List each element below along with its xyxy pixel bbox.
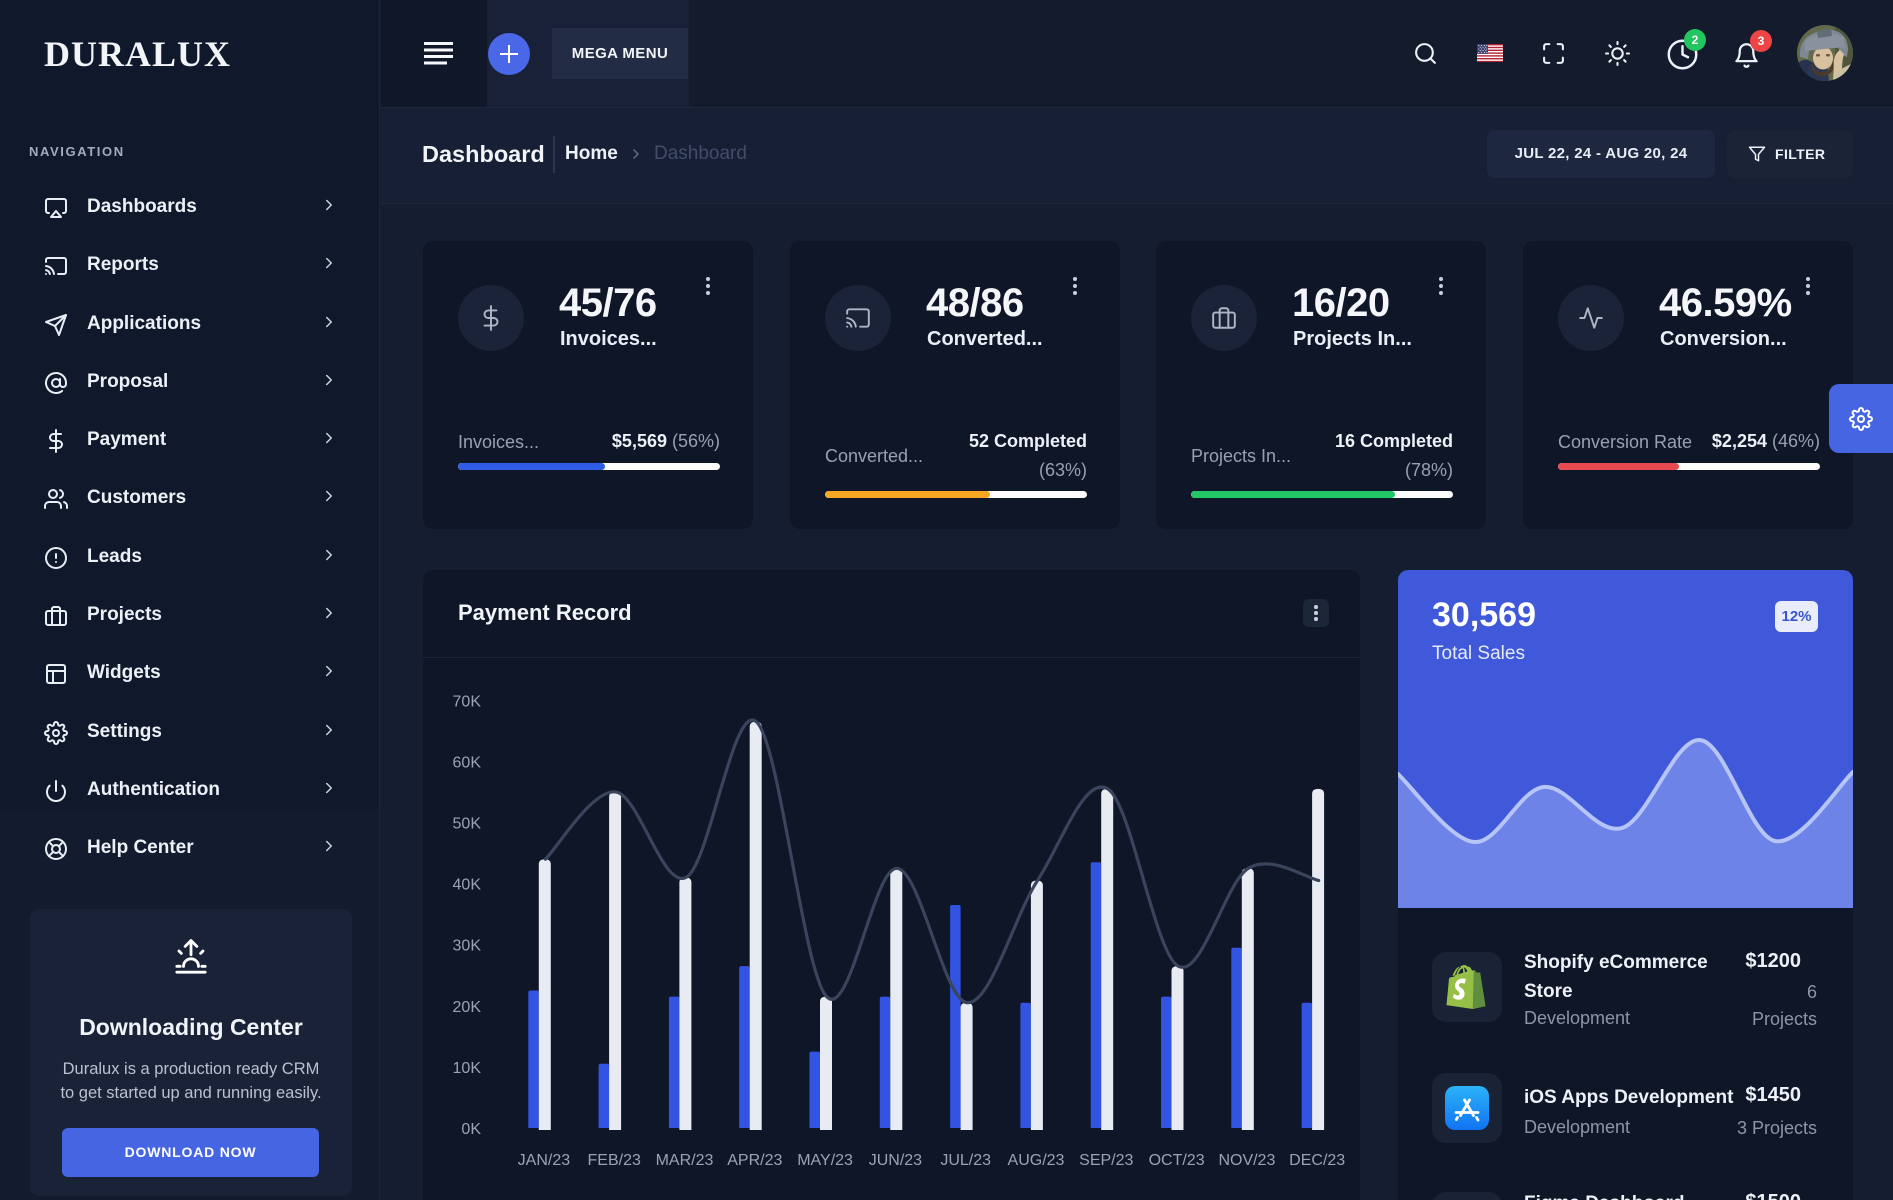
svg-text:MAR/23: MAR/23 [656,1152,714,1169]
svg-text:40K: 40K [453,877,482,894]
svg-text:JUN/23: JUN/23 [869,1152,922,1169]
svg-text:10K: 10K [453,1060,482,1077]
svg-text:OCT/23: OCT/23 [1149,1152,1205,1169]
svg-text:20K: 20K [453,999,482,1016]
svg-text:50K: 50K [453,816,482,833]
svg-text:JUL/23: JUL/23 [940,1152,991,1169]
svg-text:APR/23: APR/23 [727,1152,782,1169]
svg-text:FEB/23: FEB/23 [588,1152,641,1169]
svg-text:NOV/23: NOV/23 [1218,1152,1275,1169]
svg-text:JAN/23: JAN/23 [518,1152,571,1169]
svg-text:DEC/23: DEC/23 [1289,1152,1345,1169]
svg-text:SEP/23: SEP/23 [1079,1152,1133,1169]
svg-text:70K: 70K [453,693,482,710]
svg-text:AUG/23: AUG/23 [1008,1152,1065,1169]
svg-text:60K: 60K [453,754,482,771]
svg-text:0K: 0K [461,1121,481,1138]
svg-text:30K: 30K [453,938,482,955]
svg-text:MAY/23: MAY/23 [797,1152,853,1169]
